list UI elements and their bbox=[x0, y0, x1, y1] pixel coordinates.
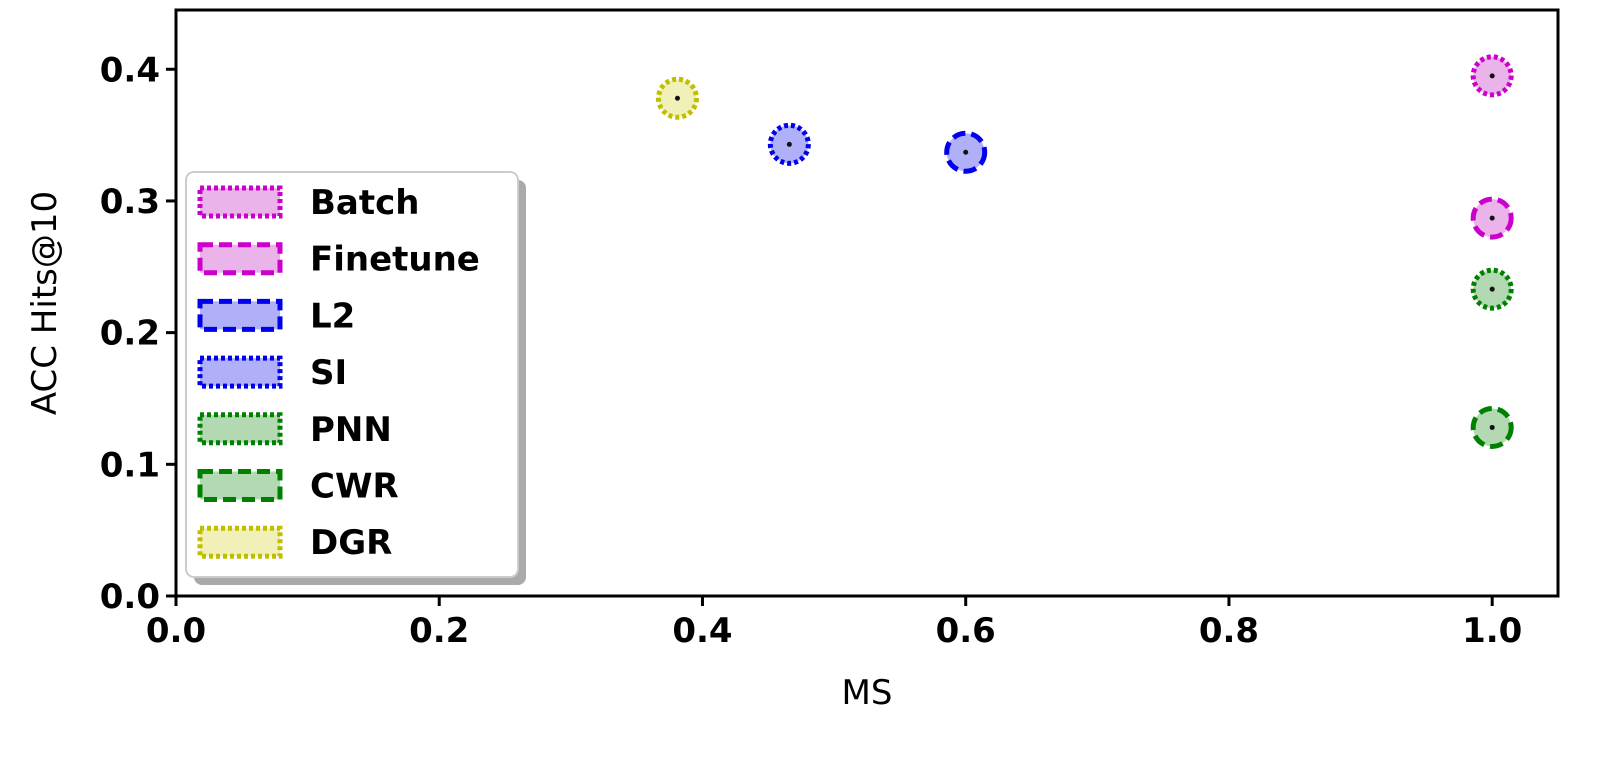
legend-label: SI bbox=[310, 353, 347, 393]
x-tick-label: 1.0 bbox=[1462, 611, 1522, 651]
legend-item-si: SI bbox=[197, 353, 347, 393]
legend-swatch bbox=[197, 185, 283, 219]
x-axis-label: MS bbox=[842, 673, 893, 713]
y-tick-label: 0.2 bbox=[100, 314, 160, 354]
legend-label: L2 bbox=[310, 296, 355, 336]
legend-swatch bbox=[197, 355, 283, 389]
y-tick-label: 0.1 bbox=[100, 445, 160, 485]
x-tick-label: 0.4 bbox=[672, 611, 732, 651]
data-point-batch bbox=[1470, 54, 1514, 98]
data-points bbox=[655, 54, 1514, 449]
y-tick-label: 0.4 bbox=[100, 50, 160, 90]
legend-swatch bbox=[197, 412, 283, 446]
data-point-l2 bbox=[944, 130, 988, 174]
x-tick-label: 0.2 bbox=[409, 611, 469, 651]
legend-item-cwr: CWR bbox=[197, 467, 399, 507]
y-tick-label: 0.0 bbox=[100, 577, 160, 617]
y-axis-label: ACC Hits@10 bbox=[25, 191, 65, 415]
y-axis-ticks: 0.0 0.1 0.2 0.3 0.4 bbox=[100, 50, 176, 617]
data-point-pnn bbox=[1470, 267, 1514, 311]
legend-label: Finetune bbox=[310, 240, 480, 280]
legend-label: Batch bbox=[310, 183, 419, 223]
legend-label: DGR bbox=[310, 523, 392, 563]
x-tick-label: 0.0 bbox=[146, 611, 206, 651]
data-point-dgr bbox=[655, 76, 699, 120]
legend-swatch bbox=[197, 469, 283, 502]
legend-swatch bbox=[197, 298, 283, 332]
legend-label: PNN bbox=[310, 410, 392, 450]
legend-item-finetune: Finetune bbox=[197, 240, 480, 280]
legend: Batch Finetune L2 SI PNN CWR DGR bbox=[185, 171, 526, 585]
x-tick-label: 0.6 bbox=[936, 611, 996, 651]
legend-swatch bbox=[197, 242, 283, 276]
legend-label: CWR bbox=[310, 467, 399, 507]
data-point-finetune bbox=[1470, 196, 1514, 240]
legend-swatch bbox=[197, 525, 283, 559]
x-tick-label: 0.8 bbox=[1199, 611, 1259, 651]
legend-item-pnn: PNN bbox=[197, 410, 392, 450]
data-point-cwr bbox=[1470, 405, 1514, 449]
y-tick-label: 0.3 bbox=[100, 182, 160, 222]
legend-item-batch: Batch bbox=[197, 183, 419, 223]
x-axis-ticks: 0.0 0.2 0.4 0.6 0.8 1.0 bbox=[146, 596, 1522, 651]
plot-area-frame bbox=[174, 8, 1560, 598]
legend-item-dgr: DGR bbox=[197, 523, 392, 563]
data-point-si bbox=[767, 122, 811, 166]
legend-item-l2: L2 bbox=[197, 296, 355, 336]
